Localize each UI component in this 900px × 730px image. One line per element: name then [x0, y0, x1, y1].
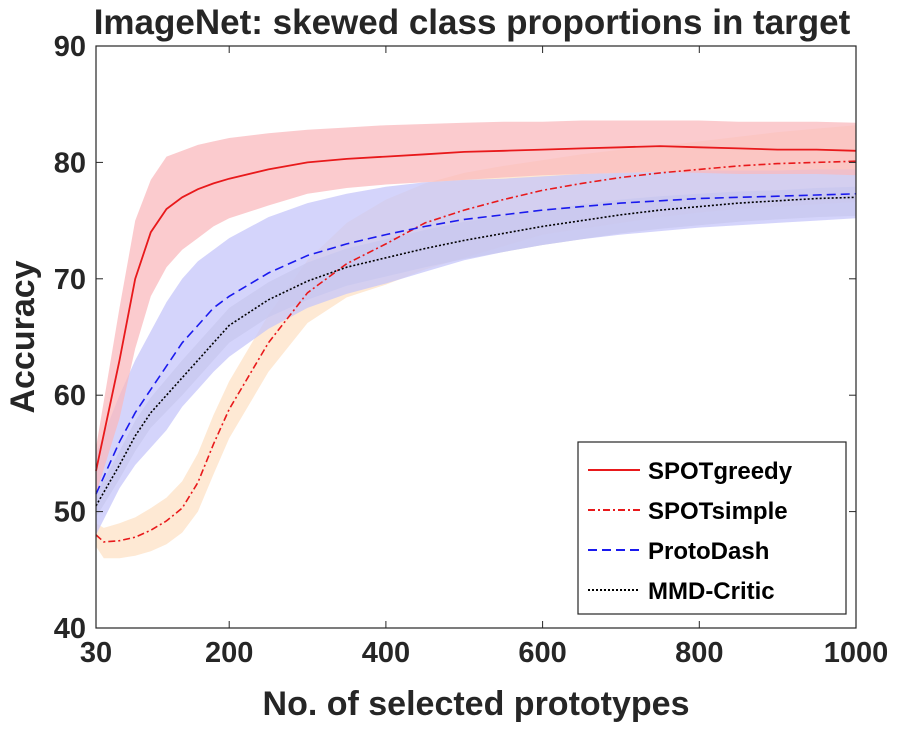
line-spotsimple — [95, 160, 857, 543]
line-mmd-critic — [95, 196, 857, 507]
legend-label-protodash: ProtoDash — [648, 538, 769, 565]
y-tick-label: 90 — [54, 31, 86, 63]
legend: SPOTgreedy SPOTsimple ProtoDash MMD-Critic — [577, 441, 847, 615]
x-tick-label: 400 — [362, 637, 410, 669]
series-lines — [95, 145, 857, 543]
plot-frame — [95, 45, 857, 629]
y-tick-label: 80 — [54, 147, 86, 179]
x-tick-label: 1000 — [824, 637, 889, 669]
line-spotgreedy — [95, 145, 857, 472]
x-tick-label: 800 — [675, 637, 723, 669]
axis-ticks: 30 200 400 600 800 1000 40 50 60 70 80 90 — [54, 31, 889, 669]
confidence-bands — [96, 120, 856, 559]
x-tick-label: 600 — [518, 637, 566, 669]
legend-label-mmd-critic: MMD-Critic — [648, 578, 775, 605]
y-axis-label: Accuracy — [4, 260, 42, 413]
y-tick-label: 60 — [54, 380, 86, 412]
y-tick-label: 50 — [54, 497, 86, 529]
x-tick-label: 30 — [80, 637, 112, 669]
y-tick-label: 40 — [54, 613, 86, 645]
line-protodash — [95, 193, 857, 495]
band-protodash — [96, 169, 856, 535]
chart-title: ImageNet: skewed class proportions in ta… — [94, 3, 851, 42]
x-tick-label: 200 — [205, 637, 253, 669]
band-spotgreedy — [96, 120, 856, 495]
x-axis-label: No. of selected prototypes — [263, 685, 690, 723]
legend-label-spotsimple: SPOTsimple — [648, 498, 788, 525]
y-tick-label: 70 — [54, 264, 86, 296]
legend-label-spotgreedy: SPOTgreedy — [648, 458, 793, 485]
